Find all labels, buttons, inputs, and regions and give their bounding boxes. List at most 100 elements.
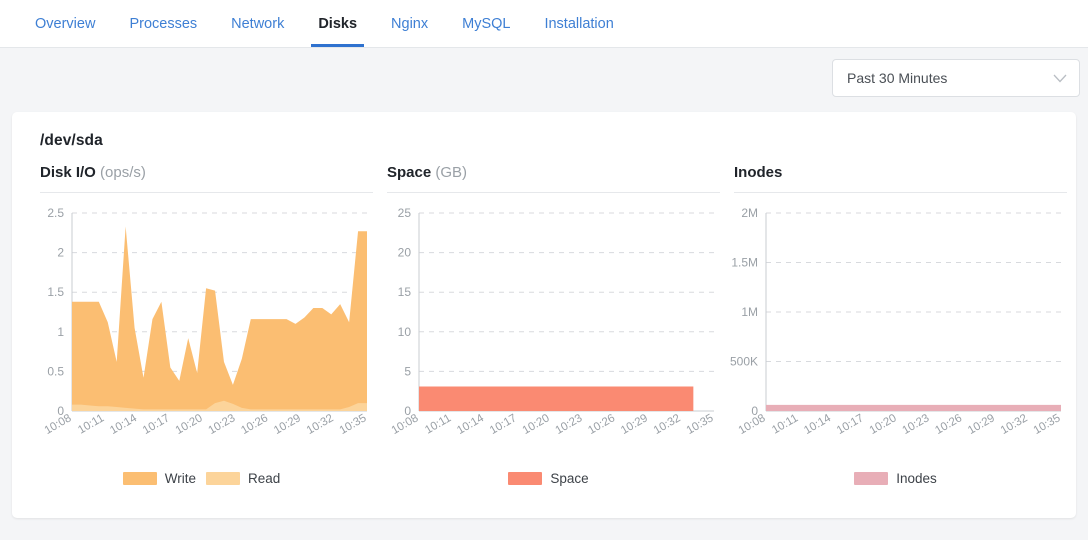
panel-divider (387, 192, 720, 193)
x-tick-label: 10:14 (108, 412, 139, 437)
x-tick-label: 10:29 (966, 412, 997, 437)
legend-label: Inodes (896, 471, 937, 486)
chart-legend: Inodes (722, 471, 1069, 486)
tab-processes[interactable]: Processes (112, 0, 214, 47)
series-area-inodes (766, 404, 1061, 411)
x-tick-label: 10:17 (835, 412, 866, 437)
x-tick-label: 10:35 (685, 412, 716, 437)
x-tick-label: 10:20 (868, 412, 899, 437)
legend-item-write[interactable]: Write (122, 471, 196, 486)
y-tick-label: 1.5M (731, 256, 758, 270)
panel-title: Space (GB) (387, 164, 722, 181)
y-tick-label: 5 (404, 364, 411, 378)
y-tick-label: 1M (741, 305, 758, 319)
x-tick-label: 10:29 (272, 412, 303, 437)
x-tick-label: 10:26 (239, 412, 270, 437)
x-tick-label: 10:23 (206, 412, 237, 437)
tab-label: Installation (544, 15, 614, 32)
legend-label: Write (164, 471, 196, 486)
x-tick-label: 10:17 (488, 412, 519, 437)
legend-swatch (205, 472, 240, 485)
x-tick-label: 10:32 (305, 412, 336, 437)
panel-divider (40, 192, 373, 193)
legend-label: Space (550, 471, 589, 486)
time-range-select[interactable]: Past 30 Minutes (832, 59, 1080, 97)
x-tick-label: 10:14 (802, 412, 833, 437)
y-tick-label: 15 (398, 285, 412, 299)
panel-title-text: Space (387, 164, 432, 181)
panel-title-unit: (ops/s) (95, 164, 146, 181)
toolbar: Past 30 Minutes (0, 48, 1088, 108)
chart-panels: Disk I/O (ops/s) 0 0.5 1 1.5 2 2.5 10:08 10:11 10… (28, 164, 1067, 486)
tab-disks[interactable]: Disks (301, 0, 374, 47)
legend-label: Read (247, 471, 281, 486)
tab-nginx[interactable]: Nginx (374, 0, 445, 47)
chevron-down-icon (1053, 74, 1067, 82)
panel-title-text: Inodes (734, 164, 783, 181)
tab-label: Network (231, 15, 285, 32)
y-tick-label: 10 (398, 325, 412, 339)
y-tick-label: 0 (404, 404, 411, 418)
x-tick-label: 10:14 (455, 412, 486, 437)
y-tick-label: 1 (57, 325, 64, 339)
y-tick-label: 2M (741, 206, 758, 220)
panel-divider (734, 192, 1067, 193)
legend-swatch (122, 472, 157, 485)
tab-network[interactable]: Network (214, 0, 301, 47)
series-area-write (72, 226, 367, 411)
tab-installation[interactable]: Installation (527, 0, 630, 47)
disk-card: /dev/sda Disk I/O (ops/s) 0 0.5 1 1.5 2 2.5 10:… (12, 112, 1076, 518)
y-tick-label: 25 (398, 206, 412, 220)
tab-mysql[interactable]: MySQL (445, 0, 527, 47)
x-tick-label: 10:35 (1032, 412, 1063, 437)
x-tick-label: 10:20 (521, 412, 552, 437)
panel-title-text: Disk I/O (40, 164, 96, 181)
legend-swatch (508, 472, 543, 485)
y-tick-label: 0.5 (47, 364, 64, 378)
legend-item-inodes[interactable]: Inodes (854, 471, 937, 486)
y-tick-label: 500K (730, 355, 758, 369)
y-tick-label: 0 (57, 404, 64, 418)
x-tick-label: 10:32 (652, 412, 683, 437)
chart-legend: Write Read (28, 471, 375, 486)
chart-plot: 00.511.522.510:08 10:11 10:14 10:17 10:20 10:… (43, 206, 369, 437)
tab-label: Processes (129, 15, 198, 32)
x-tick-label: 10:20 (174, 412, 205, 437)
panel-disk-i-o: Disk I/O (ops/s) 0 0.5 1 1.5 2 2.5 10:08 10:11 10… (28, 164, 375, 486)
x-tick-label: 10:11 (76, 412, 106, 436)
y-tick-label: 2 (57, 246, 64, 260)
x-tick-label: 10:23 (553, 412, 584, 437)
y-tick-label: 20 (398, 246, 412, 260)
tab-label: Nginx (391, 15, 429, 32)
tab-label: Disks (318, 15, 358, 32)
panel-space: Space (GB) 0 5 10 15 20 25 10:08 10:11 10:14 10:17… (375, 164, 722, 486)
tab-overview[interactable]: Overview (18, 0, 112, 47)
panel-title: Inodes (734, 164, 1069, 181)
x-tick-label: 10:32 (999, 412, 1030, 437)
legend-item-read[interactable]: Read (205, 471, 281, 486)
legend-item-space[interactable]: Space (508, 471, 589, 486)
x-tick-label: 10:23 (900, 412, 931, 437)
x-tick-label: 10:17 (141, 412, 172, 437)
x-tick-label: 10:26 (586, 412, 617, 437)
y-tick-label: 2.5 (47, 206, 64, 220)
x-tick-label: 10:11 (770, 412, 800, 436)
tab-bar: Overview Processes Network Disks Nginx MySQL I… (0, 0, 1088, 48)
page-title: /dev/sda (40, 132, 103, 149)
series-area-read (72, 400, 367, 411)
y-tick-label: 1.5 (47, 285, 64, 299)
panel-inodes: Inodes 0 500K 1M 1.5M 2M 10:08 10:11 10:14 10:17 1… (722, 164, 1069, 486)
y-tick-label: 0 (751, 404, 758, 418)
panel-title-unit: (GB) (431, 164, 468, 181)
x-tick-label: 10:29 (619, 412, 650, 437)
x-tick-label: 10:35 (338, 412, 369, 437)
tab-label: Overview (35, 15, 96, 32)
legend-swatch (854, 472, 889, 485)
x-tick-label: 10:11 (423, 412, 453, 436)
panel-title: Disk I/O (ops/s) (40, 164, 375, 181)
tab-label: MySQL (462, 15, 511, 32)
series-area-space (419, 386, 694, 411)
x-tick-label: 10:26 (933, 412, 964, 437)
